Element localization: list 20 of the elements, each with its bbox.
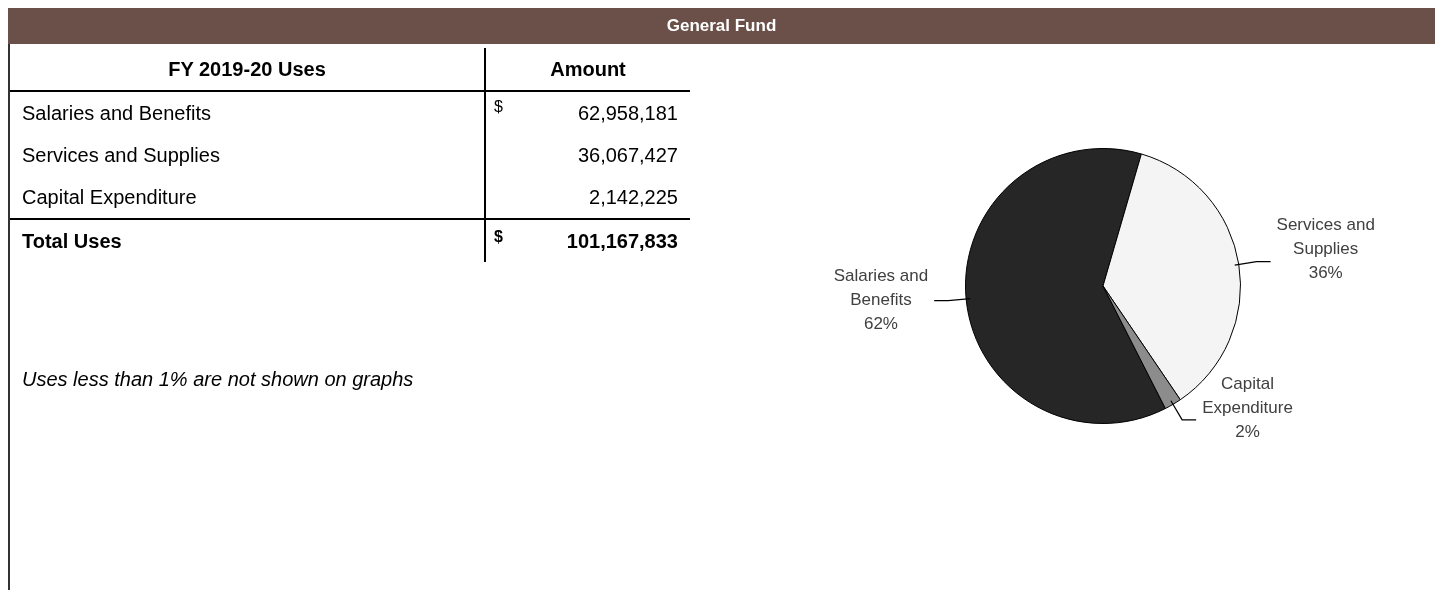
legend-title: FY 2019-20 Uses (10, 48, 485, 91)
slice-label: Salaries and Benefits (833, 266, 929, 310)
slice-label: Services and Supplies (1276, 215, 1375, 259)
text: $ (494, 98, 503, 115)
text: Amount (549, 56, 627, 82)
category-label: Salaries and Benefits (22, 101, 212, 124)
text: Total Uses (10, 219, 485, 262)
text: 62,958,181 (577, 101, 678, 124)
text: $ (494, 228, 503, 246)
data-label: 2% (1235, 421, 1260, 441)
text: 36,067,427 (576, 142, 679, 168)
text: 101,167,833 (566, 229, 678, 252)
chart-title: General Fund (8, 8, 1435, 44)
slice-label: Capital Expenditure (1202, 373, 1293, 417)
data-label: 62% (863, 314, 898, 334)
text: 2,142,225 (588, 184, 679, 210)
text: Uses less than 1% are not shown on graphs (22, 368, 414, 391)
category-label: Services and Supplies (22, 143, 220, 166)
data-label: 36% (1308, 263, 1343, 283)
category-label: Capital Expenditure (22, 185, 197, 208)
